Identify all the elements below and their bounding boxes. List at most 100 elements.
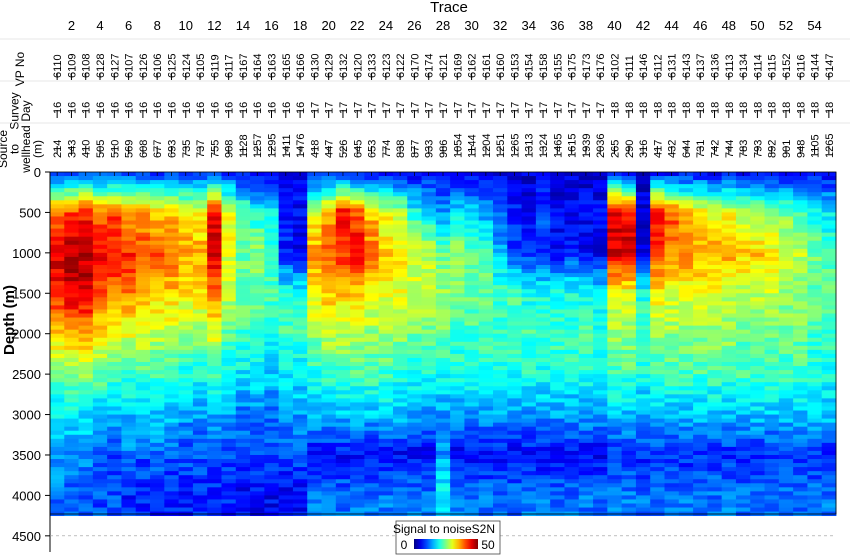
heatmap-cell [664,196,680,201]
heatmap-cell [278,269,294,274]
heatmap-cell [164,450,180,456]
heatmap-cell [593,390,608,395]
heatmap-cell [421,357,437,363]
heatmap-cell [735,180,751,185]
heatmap-cell [64,212,79,217]
heatmap-cell [693,467,708,472]
heatmap-cell [121,341,137,347]
heatmap-cell [235,224,251,229]
vp-number-label: 6105 [195,54,207,78]
heatmap-cell [292,357,308,363]
heatmap-cell [778,418,794,424]
heatmap-cell [192,503,208,508]
heatmap-cell [50,471,65,476]
heatmap-cell [64,277,79,282]
heatmap-cell [693,475,708,480]
heatmap-cell [550,248,565,254]
heatmap-cell [764,442,780,448]
heatmap-cell [178,180,194,185]
heatmap-cell [107,256,122,262]
heatmap-cell [464,426,480,432]
heatmap-cell [435,313,451,318]
source-distance-label: 1105 [810,134,822,158]
heatmap-cell [221,341,237,347]
heatmap-cell [264,479,280,484]
heatmap-cell [50,196,65,201]
heatmap-cell [121,366,137,371]
heatmap-cell [264,176,280,181]
heatmap-cell [150,438,165,444]
heatmap-cell [92,475,108,480]
heatmap-cell [407,475,422,480]
heatmap-cell [507,216,522,221]
survey-day-label: 16 [281,102,293,114]
heatmap-cell [735,297,751,302]
heatmap-cell [435,349,451,355]
heatmap-cell [364,297,380,302]
heatmap-cell [235,467,251,472]
heatmap-cell [278,285,294,290]
heatmap-cell [107,483,122,488]
heatmap-cell [535,180,551,185]
heatmap-cell [135,353,151,359]
survey-day-label: 17 [367,102,379,114]
heatmap-cell [321,390,337,395]
heatmap-cell [650,499,665,504]
heatmap-cell [764,244,780,250]
heatmap-cell [350,430,365,436]
heatmap-cell [621,438,637,444]
heatmap-cell [50,208,65,213]
heatmap-cell [364,434,380,440]
heatmap-cell [464,244,480,250]
heatmap-cell [721,301,737,306]
heatmap-cell [364,491,380,496]
heatmap-cell [821,256,837,262]
heatmap-cell [521,402,537,407]
heatmap-cell [178,362,194,367]
heatmap-cell [693,321,708,327]
heatmap-cell [593,232,608,238]
heatmap-cell [578,402,594,407]
heatmap-cell [735,325,751,331]
heatmap-cell [721,349,737,355]
heatmap-cell [664,220,680,225]
heatmap-cell [335,394,351,399]
heatmap-cell [735,301,751,306]
heatmap-cell [64,341,79,347]
heatmap-cell [507,184,522,189]
heatmap-cell [92,390,108,395]
heatmap-cell [721,244,737,250]
heatmap-cell [778,410,794,415]
heatmap-cell [150,236,165,242]
heatmap-cell [764,495,780,500]
heatmap-cell [50,289,65,294]
heatmap-cell [535,321,551,327]
heatmap-cell [535,305,551,310]
source-distance-label: 774 [381,140,393,158]
heatmap-cell [50,463,65,468]
heatmap-cell [550,313,565,318]
heatmap-cell [364,467,380,472]
heatmap-cell [207,196,222,201]
heatmap-cell [564,240,580,246]
heatmap-cell [607,200,623,205]
heatmap-cell [378,309,394,314]
vp-number-label: 6119 [209,54,221,78]
heatmap-cell [564,285,580,290]
heatmap-cell [50,430,65,436]
heatmap-cell [207,269,222,274]
heatmap-cell [350,495,365,500]
heatmap-cell [707,442,723,448]
heatmap-cell [78,362,94,367]
heatmap-cell [264,503,280,508]
heatmap-cell [178,184,194,189]
heatmap-cell [807,422,823,428]
heatmap-cell [392,329,408,335]
heatmap-cell [821,289,837,294]
heatmap-cell [292,329,308,335]
heatmap-cell [478,244,494,250]
heatmap-cell [350,309,365,314]
trace-tick-label: 20 [321,18,335,33]
heatmap-cell [364,366,380,371]
heatmap-cell [92,471,108,476]
